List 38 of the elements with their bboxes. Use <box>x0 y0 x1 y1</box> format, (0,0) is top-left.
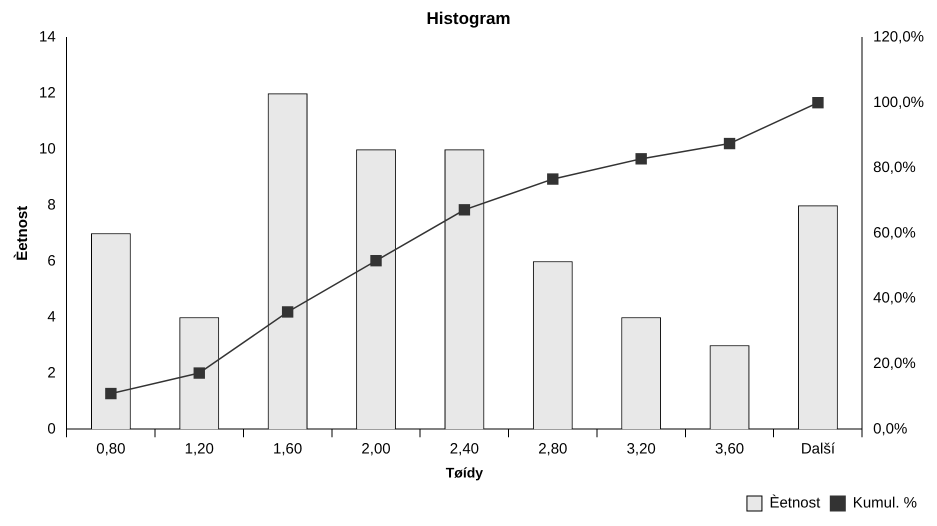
y-axis-title: Èetnost <box>13 206 32 261</box>
point <box>370 255 382 266</box>
y-tick-label: 4 <box>47 308 56 326</box>
y2-tick-label: 20,0% <box>873 355 916 372</box>
point <box>282 306 294 318</box>
y-tick-label: 2 <box>47 364 56 382</box>
chart-title: Histogram <box>426 8 511 28</box>
x-tick-label: 3,20 <box>626 440 656 458</box>
y-tick-label: 14 <box>38 28 56 46</box>
y-tick-label: 8 <box>47 196 56 214</box>
y2-tick-label: 0,0% <box>873 420 908 438</box>
x-tick-label: Další <box>800 440 836 458</box>
point <box>724 138 736 150</box>
x-axis-title: Tøídy <box>446 464 484 480</box>
y-tick-label: 6 <box>47 252 56 270</box>
y-tick-label: 12 <box>38 84 56 102</box>
point <box>458 204 470 216</box>
y2-tick-label: 80,0% <box>873 159 916 176</box>
point <box>547 173 558 185</box>
x-tick-label: 1,60 <box>273 440 302 458</box>
point <box>812 97 824 108</box>
point <box>194 367 205 379</box>
legend-label: Èetnost <box>769 494 822 512</box>
x-tick-label: 2,40 <box>450 440 480 458</box>
y2-tick-label: 100,0% <box>873 94 924 111</box>
x-tick-label: 2,00 <box>361 440 391 458</box>
y2-tick-label: 60,0% <box>873 224 916 242</box>
point <box>105 388 117 400</box>
x-tick-label: 2,80 <box>538 440 568 458</box>
x-tick-label: 1,20 <box>184 440 214 458</box>
x-tick-label: 3,60 <box>714 440 744 458</box>
y2-tick-label: 40,0% <box>873 290 916 307</box>
y2-tick-label: 120,0% <box>873 28 924 46</box>
point <box>635 153 647 165</box>
x-tick-label: 0,80 <box>96 440 126 458</box>
y-tick-label: 0 <box>47 420 56 438</box>
y-tick-label: 10 <box>38 140 56 158</box>
legend-label: Kumul. % <box>852 494 918 512</box>
